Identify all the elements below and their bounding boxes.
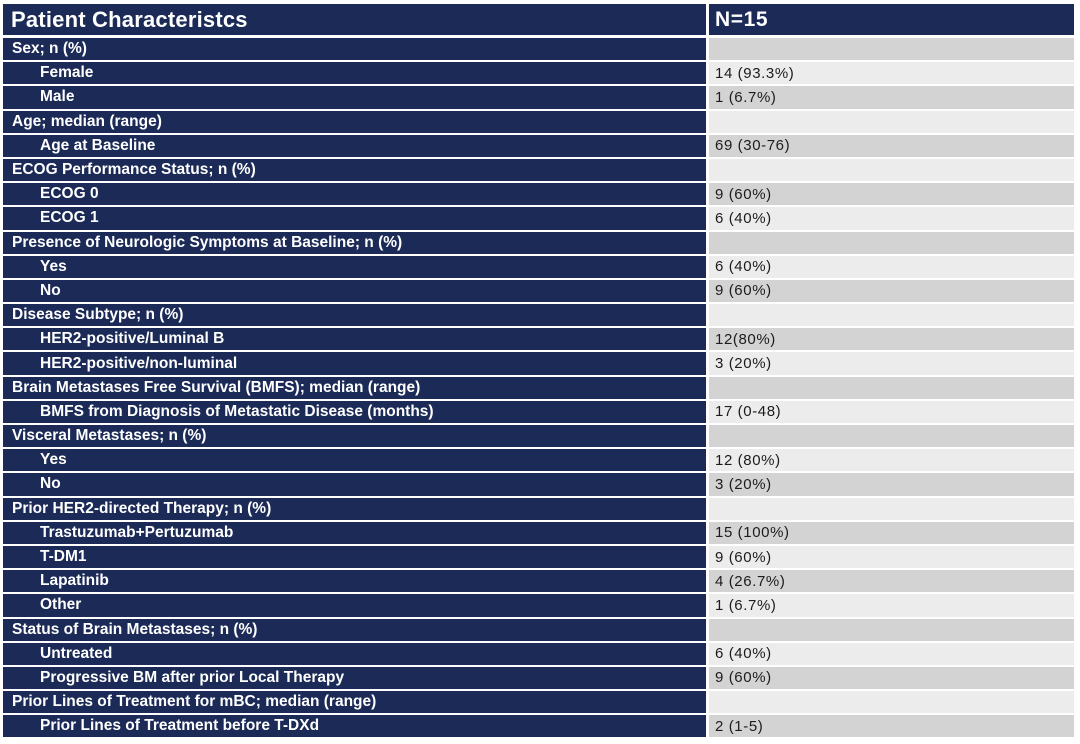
row-value: 12 (80%) — [709, 449, 1074, 472]
row-value — [709, 691, 1074, 714]
row-value: 12(80%) — [709, 328, 1074, 351]
row-label: Prior HER2-directed Therapy; n (%) — [3, 497, 706, 520]
table-row: Prior Lines of Treatment before T-DXd 2 … — [3, 715, 1074, 738]
table-row: ECOG 1 6 (40%) — [3, 207, 1074, 230]
row-label: ECOG 0 — [3, 183, 706, 206]
row-label: Progressive BM after prior Local Therapy — [3, 666, 706, 690]
row-value: 9 (60%) — [709, 183, 1074, 206]
row-label: No — [3, 473, 706, 496]
row-label: Lapatinib — [3, 570, 706, 593]
table-header-row: Patient Characteristcs N=15 — [3, 4, 1074, 35]
row-label: ECOG 1 — [3, 207, 706, 230]
row-label: Male — [3, 86, 706, 109]
row-label: BMFS from Diagnosis of Metastatic Diseas… — [3, 400, 706, 423]
table-row: ECOG 0 9 (60%) — [3, 183, 1074, 206]
table-row: Age at Baseline 69 (30-76) — [3, 134, 1074, 157]
row-value: 17 (0-48) — [709, 400, 1074, 423]
row-label: Sex; n (%) — [3, 38, 706, 61]
table-row: BMFS from Diagnosis of Metastatic Diseas… — [3, 400, 1074, 423]
table-row-section: Sex; n (%) — [3, 38, 1074, 61]
table-row-section: Visceral Metastases; n (%) — [3, 425, 1074, 448]
row-value: 9 (60%) — [709, 279, 1074, 303]
row-value: 69 (30-76) — [709, 134, 1074, 157]
row-label: Prior Lines of Treatment before T-DXd — [3, 715, 706, 738]
row-value: 3 (20%) — [709, 352, 1074, 375]
row-label: T-DM1 — [3, 545, 706, 569]
row-label: No — [3, 279, 706, 303]
row-value — [709, 38, 1074, 61]
row-label: Prior Lines of Treatment for mBC; median… — [3, 691, 706, 714]
table-row: Yes 12 (80%) — [3, 449, 1074, 472]
row-value — [709, 231, 1074, 254]
row-label: ECOG Performance Status; n (%) — [3, 158, 706, 182]
row-label: Yes — [3, 255, 706, 278]
row-value — [709, 497, 1074, 520]
row-label: Disease Subtype; n (%) — [3, 304, 706, 327]
row-value: 3 (20%) — [709, 473, 1074, 496]
row-value: 1 (6.7%) — [709, 86, 1074, 109]
table-row: Untreated 6 (40%) — [3, 642, 1074, 665]
table-row: Yes 6 (40%) — [3, 255, 1074, 278]
table-row: Trastuzumab+Pertuzumab 15 (100%) — [3, 521, 1074, 544]
row-label: Visceral Metastases; n (%) — [3, 425, 706, 448]
row-value — [709, 304, 1074, 327]
row-label: HER2-positive/Luminal B — [3, 328, 706, 351]
row-label: Presence of Neurologic Symptoms at Basel… — [3, 231, 706, 254]
row-label: Brain Metastases Free Survival (BMFS); m… — [3, 376, 706, 399]
row-value: 2 (1-5) — [709, 715, 1074, 738]
table-row-section: Presence of Neurologic Symptoms at Basel… — [3, 231, 1074, 254]
table-row: Progressive BM after prior Local Therapy… — [3, 666, 1074, 690]
row-label: Untreated — [3, 642, 706, 665]
table-row-section: ECOG Performance Status; n (%) — [3, 158, 1074, 182]
table-row: HER2-positive/Luminal B 12(80%) — [3, 328, 1074, 351]
table-row-section: Disease Subtype; n (%) — [3, 304, 1074, 327]
row-label: Yes — [3, 449, 706, 472]
row-value: 9 (60%) — [709, 666, 1074, 690]
row-value — [709, 158, 1074, 182]
row-value: 6 (40%) — [709, 255, 1074, 278]
row-value: 6 (40%) — [709, 207, 1074, 230]
row-value — [709, 425, 1074, 448]
table-row-section: Prior HER2-directed Therapy; n (%) — [3, 497, 1074, 520]
row-label: Female — [3, 62, 706, 85]
row-label: HER2-positive/non-luminal — [3, 352, 706, 375]
row-value: 15 (100%) — [709, 521, 1074, 544]
row-value: 4 (26.7%) — [709, 570, 1074, 593]
table-row: Female 14 (93.3%) — [3, 62, 1074, 85]
table-row: No 3 (20%) — [3, 473, 1074, 496]
table-row-section: Brain Metastases Free Survival (BMFS); m… — [3, 376, 1074, 399]
row-label: Other — [3, 594, 706, 617]
table-body: Sex; n (%) Female 14 (93.3%) Male 1 (6.7… — [3, 38, 1074, 738]
table-title: Patient Characteristcs — [3, 4, 706, 35]
table-row-section: Status of Brain Metastases; n (%) — [3, 618, 1074, 641]
table-row: Other 1 (6.7%) — [3, 594, 1074, 617]
column-header-n: N=15 — [709, 4, 1074, 35]
table-row: Lapatinib 4 (26.7%) — [3, 570, 1074, 593]
row-label: Age at Baseline — [3, 134, 706, 157]
table-row-section: Prior Lines of Treatment for mBC; median… — [3, 691, 1074, 714]
table-row: T-DM1 9 (60%) — [3, 545, 1074, 569]
row-value — [709, 618, 1074, 641]
table-row: Male 1 (6.7%) — [3, 86, 1074, 109]
table-row: HER2-positive/non-luminal 3 (20%) — [3, 352, 1074, 375]
table-row-section: Age; median (range) — [3, 110, 1074, 133]
row-value: 9 (60%) — [709, 545, 1074, 569]
row-value — [709, 376, 1074, 399]
row-label: Trastuzumab+Pertuzumab — [3, 521, 706, 544]
row-value: 14 (93.3%) — [709, 62, 1074, 85]
row-value: 1 (6.7%) — [709, 594, 1074, 617]
row-label: Age; median (range) — [3, 110, 706, 133]
row-value: 6 (40%) — [709, 642, 1074, 665]
row-label: Status of Brain Metastases; n (%) — [3, 618, 706, 641]
row-value — [709, 110, 1074, 133]
patient-characteristics-table: Patient Characteristcs N=15 Sex; n (%) F… — [3, 4, 1074, 738]
table-row: No 9 (60%) — [3, 279, 1074, 303]
